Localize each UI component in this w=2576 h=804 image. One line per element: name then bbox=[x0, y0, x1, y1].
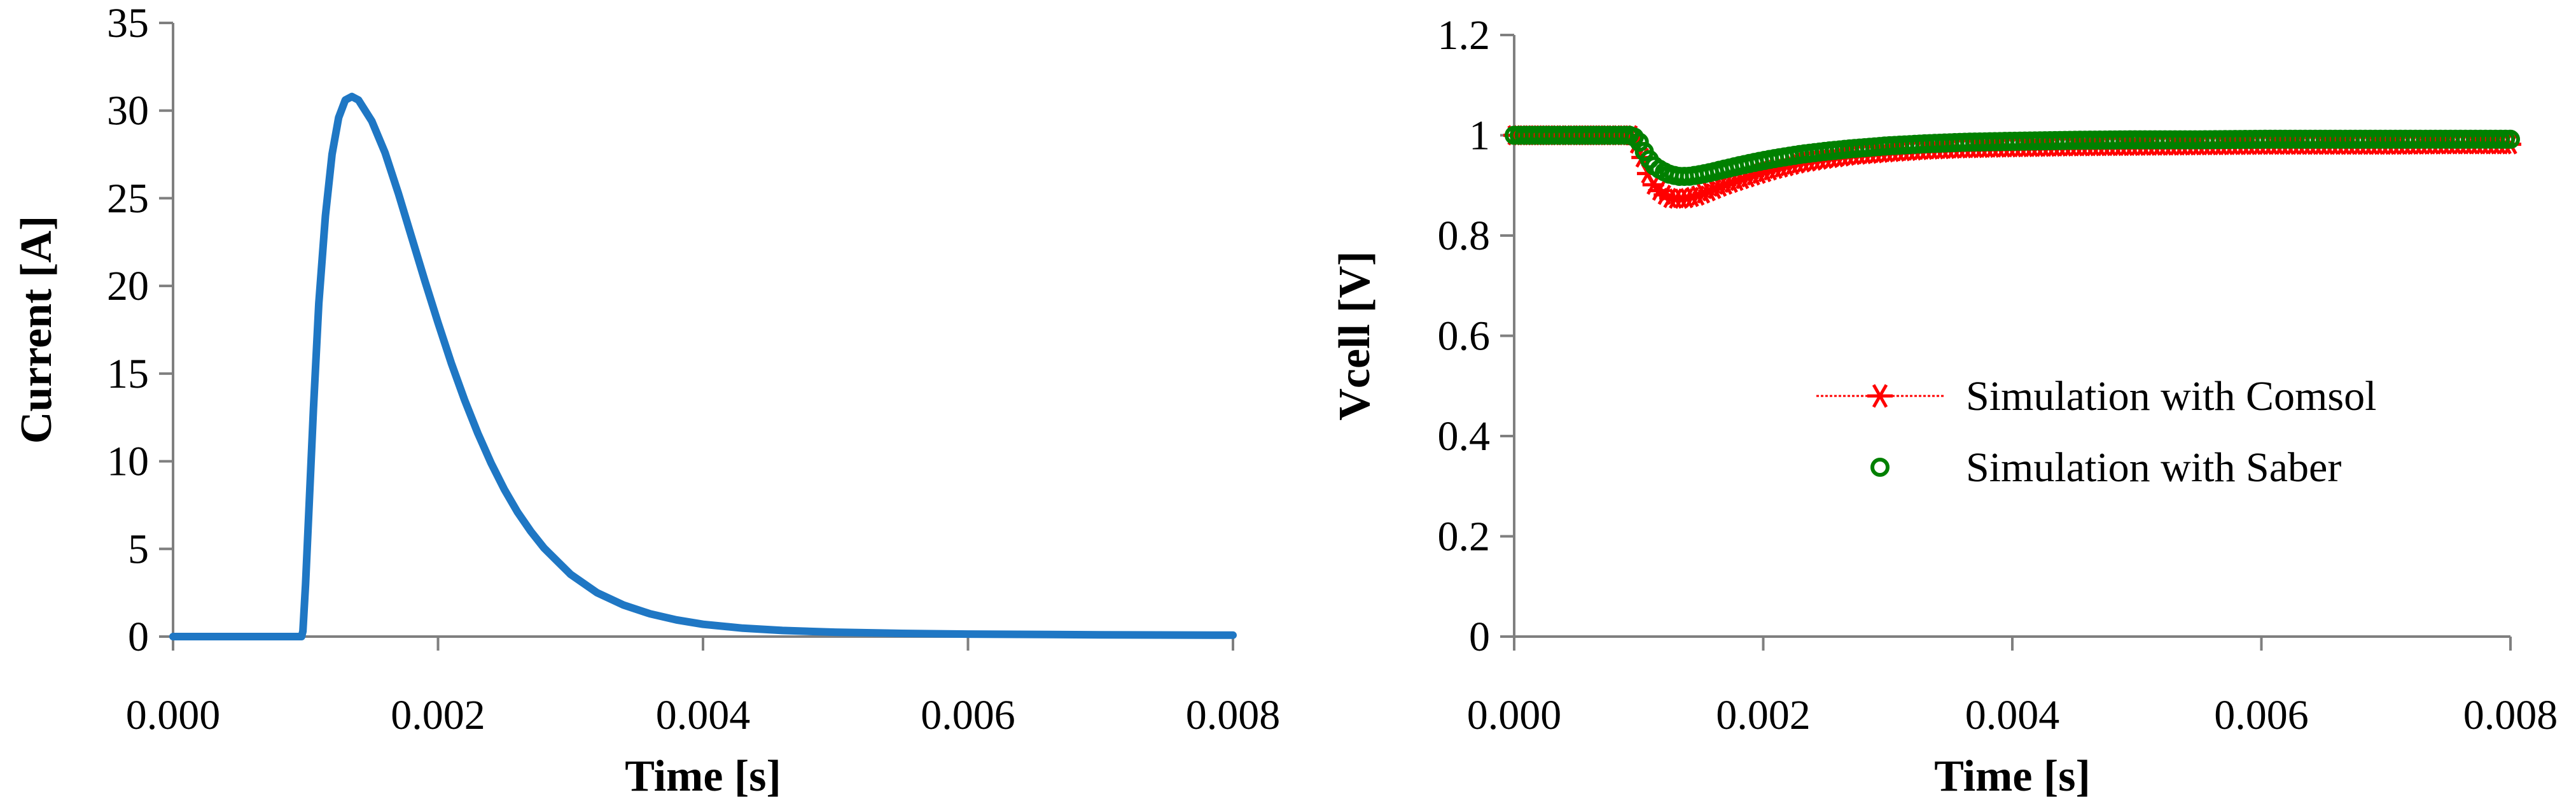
x-tick-label: 0.000 bbox=[1467, 692, 1562, 738]
saber-marker bbox=[1624, 127, 1644, 147]
y-axis-title: Vcell [V] bbox=[1330, 251, 1379, 420]
y-tick-label: 0.6 bbox=[1438, 313, 1491, 360]
x-axis-title: Time [s] bbox=[1934, 752, 2091, 801]
current-series-line bbox=[169, 92, 1237, 640]
x-tick-label: 0.004 bbox=[656, 692, 751, 738]
y-tick-label: 35 bbox=[107, 0, 149, 46]
vcell-chart: 0 0.2 0.4 0.6 0.8 1 1.2 0.000 0.002 0.004 0.006 0.0… bbox=[1330, 12, 2558, 801]
x-axis-title: Time [s] bbox=[625, 752, 781, 801]
y-tick-label: 1 bbox=[1469, 113, 1490, 159]
x-tick-label: 0.000 bbox=[126, 692, 221, 738]
legend: Simulation with Comsol Simulation with Sa… bbox=[1816, 373, 2376, 491]
x-tick-label: 0.004 bbox=[1965, 692, 2060, 738]
y-axis-title: Current [A] bbox=[12, 216, 61, 444]
y-tick-label: 0 bbox=[128, 614, 149, 660]
y-tick-label: 30 bbox=[107, 88, 149, 134]
y-tick-label: 20 bbox=[107, 263, 149, 309]
legend-item-saber: Simulation with Saber bbox=[1870, 444, 2341, 491]
legend-asterisk-icon bbox=[1867, 384, 1893, 408]
saber-marker bbox=[2501, 129, 2520, 149]
x-tick-label: 0.008 bbox=[1186, 692, 1281, 738]
y-tick-label: 10 bbox=[107, 439, 149, 485]
y-tick-label: 5 bbox=[128, 526, 149, 572]
y-tick-label: 0.2 bbox=[1438, 514, 1491, 560]
x-tick-label: 0.002 bbox=[391, 692, 485, 738]
y-tick-label: 0.4 bbox=[1438, 413, 1491, 460]
y-tick-label: 25 bbox=[107, 175, 149, 222]
x-tick-label: 0.006 bbox=[2214, 692, 2309, 738]
y-tick-label: 15 bbox=[107, 351, 149, 397]
y-tick-label: 0.8 bbox=[1438, 213, 1491, 259]
y-tick-label: 0 bbox=[1469, 614, 1490, 660]
x-tick-label: 0.006 bbox=[921, 692, 1015, 738]
saber-marker bbox=[1629, 132, 1649, 152]
current-chart: 0 5 10 15 20 25 30 35 0.000 0.002 0.004 0.006 0.008 T… bbox=[12, 0, 1280, 801]
x-tick-label: 0.002 bbox=[1716, 692, 1811, 738]
y-tick-label: 1.2 bbox=[1438, 12, 1491, 59]
legend-label: Simulation with Saber bbox=[1966, 444, 2341, 491]
legend-circle-icon bbox=[1870, 458, 1890, 477]
legend-item-comsol: Simulation with Comsol bbox=[1816, 373, 2376, 420]
saber-series bbox=[1505, 125, 2520, 187]
legend-label: Simulation with Comsol bbox=[1966, 373, 2376, 420]
x-tick-label: 0.008 bbox=[2463, 692, 2558, 738]
